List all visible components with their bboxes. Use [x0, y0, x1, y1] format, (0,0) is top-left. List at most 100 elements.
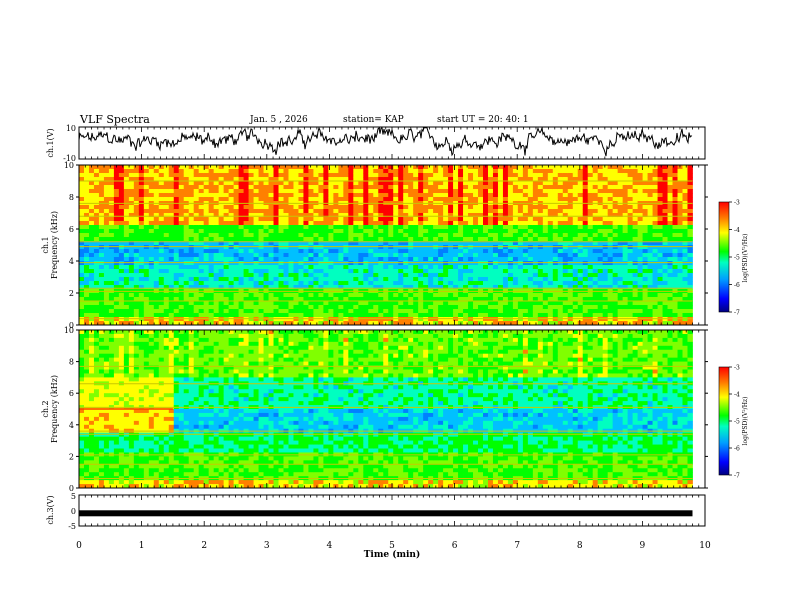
spectrogram-cell	[378, 177, 384, 182]
spectrogram-cell	[353, 237, 359, 242]
spectrogram-cell	[468, 249, 474, 254]
spectrogram-cell	[113, 253, 120, 258]
spectrogram-cell	[188, 181, 195, 186]
spectrogram-cell	[672, 265, 678, 270]
spectrogram-cell	[642, 185, 648, 190]
spectrogram-cell	[433, 193, 439, 198]
spectrogram-cell	[368, 317, 374, 322]
spectrogram-cell	[283, 249, 289, 254]
spectrogram-cell	[238, 233, 244, 238]
spectrogram-cell	[428, 209, 434, 214]
spectrogram-cell	[483, 265, 489, 270]
spectrogram-cell	[567, 285, 574, 290]
spectrogram-cell	[248, 189, 254, 194]
spectrogram-cell	[218, 209, 225, 214]
spectrogram-cell	[228, 281, 235, 286]
spectrogram-cell	[368, 257, 374, 262]
spectrogram-cell	[363, 221, 369, 226]
spectrogram-cell	[582, 257, 589, 262]
spectrogram-cell	[153, 273, 160, 278]
spectrogram-cell	[373, 301, 379, 306]
spectrogram-cell	[79, 416, 85, 422]
spectrogram-cell	[213, 297, 220, 302]
spectrogram-cell	[602, 305, 609, 310]
spectrogram-cell	[582, 221, 589, 226]
spectrogram-cell	[587, 265, 594, 270]
spectrogram-cell	[662, 261, 668, 266]
spectrogram-cell	[512, 229, 519, 234]
spectrogram-cell	[428, 197, 434, 202]
spectrogram-cell	[348, 237, 354, 242]
spectrogram-cell	[617, 165, 624, 170]
spectrogram-cell	[602, 217, 609, 222]
spectrogram-cell	[612, 233, 619, 238]
spectrogram-cell	[587, 165, 594, 170]
spectrogram-cell	[453, 305, 459, 310]
spectrogram-cell	[348, 313, 354, 318]
spectrogram-cell	[512, 305, 519, 310]
spectrogram-cell	[248, 281, 254, 286]
spectrogram-cell	[343, 249, 349, 254]
spectrogram-cell	[433, 301, 439, 306]
spectrogram-cell	[487, 293, 494, 298]
spectrogram-cell	[368, 245, 374, 250]
spectrogram-cell	[492, 261, 499, 266]
spectrogram-cell	[228, 209, 235, 214]
spectrogram-cell	[218, 217, 225, 222]
spectrogram-cell	[557, 177, 564, 182]
spectrogram-cell	[153, 245, 160, 250]
spectrogram-cell	[607, 197, 614, 202]
spectrogram-cell	[547, 313, 554, 318]
spectrogram-cell	[373, 241, 379, 246]
spectrogram-cell	[607, 229, 614, 234]
spectrogram-cell	[418, 245, 424, 250]
spectrogram-cell	[657, 273, 663, 278]
spectrogram-cell	[473, 181, 479, 186]
spectrogram-cell	[512, 241, 519, 246]
spectrogram-cell	[398, 193, 404, 198]
spectrogram-cell	[113, 189, 120, 194]
spectrogram-cell	[178, 265, 185, 270]
spectrogram-cell	[677, 229, 683, 234]
spectrogram-cell	[602, 257, 609, 262]
spectrogram-cell	[133, 197, 140, 202]
spectrogram-cell	[283, 265, 289, 270]
spectrogram-cell	[552, 293, 559, 298]
spectrogram-cell	[418, 281, 424, 286]
spectrogram-cell	[537, 185, 544, 190]
spectrogram-cell	[233, 213, 240, 218]
spectrogram-cell	[198, 169, 205, 174]
spectrogram-cell	[617, 269, 624, 274]
spectrogram-cell	[253, 297, 259, 302]
spectrogram-cell	[547, 165, 554, 170]
spectrogram-cell	[572, 301, 579, 306]
spectrogram-cell	[123, 249, 130, 254]
spectrogram-cell	[572, 277, 579, 282]
spectrogram-cell	[128, 225, 135, 230]
spectrogram-cell	[497, 301, 504, 306]
spectrogram-cell	[527, 245, 534, 250]
spectrogram-cell	[263, 265, 269, 270]
spectrogram-cell	[552, 249, 559, 254]
spectrogram-cell	[532, 241, 539, 246]
spectrogram-cell	[438, 281, 444, 286]
spectrogram-cell	[118, 225, 125, 230]
spectrogram-cell	[413, 229, 419, 234]
spectrogram-cell	[208, 221, 215, 226]
spectrogram-cell	[557, 209, 564, 214]
spectrogram-cell	[577, 197, 584, 202]
spectrogram-cell	[293, 197, 299, 202]
spectrogram-cell	[592, 181, 599, 186]
ch1-ytick-bottom: -10	[63, 154, 76, 163]
spectrogram-cell	[507, 265, 514, 270]
spectrogram-cell	[602, 237, 609, 242]
spectrogram-cell	[433, 297, 439, 302]
spectrogram-cell	[238, 169, 244, 174]
spectrogram-cell	[418, 273, 424, 278]
spectrogram-cell	[368, 253, 374, 258]
spectrogram-cell	[502, 313, 509, 318]
spectrogram-cell	[542, 313, 549, 318]
spectrogram-cell	[388, 297, 394, 302]
spectrogram-cell	[258, 301, 264, 306]
spectrogram-cell	[672, 217, 678, 222]
